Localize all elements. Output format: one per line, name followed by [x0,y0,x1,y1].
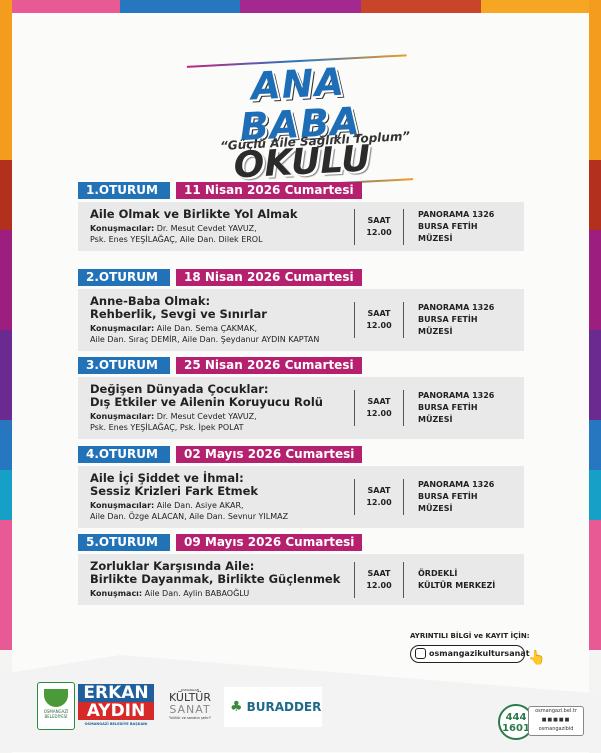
right-color-strip [589,0,601,650]
speakers: Konuşmacılar: Dr. Mesut Cevdet YAVUZ, Psk… [90,224,263,244]
session-number-tag: 4.OTURUM [78,446,170,463]
session-title-line: Sessiz Krizleri Fark Etmek [90,484,259,498]
session-title-line: Aile Olmak ve Birlikte Yol Almak [90,207,298,221]
session-card: Zorluklar Karşısında Aile: Birlikte Dayan… [78,554,524,605]
info-label: AYRINTILI BİLGİ ve KAYIT İÇİN: [410,632,530,640]
session-time: SAAT 12.00 [354,390,404,426]
session-title-line: Dış Etkiler ve Ailenin Koruyucu Rolü [90,395,323,409]
session-date-tag: 25 Nisan 2026 Cumartesi [176,357,362,374]
web-social-box: osmangazi.bel.tr ■■■■■ osmangazibld [528,706,584,736]
session-title-line: Zorluklar Karşısında Aile: [90,559,255,573]
website-link[interactable]: osmangazi.bel.tr [535,708,577,714]
poster-title: ANA BABA OKULU [186,52,414,193]
session-card: Değişen Dünyada Çocuklar: Dış Etkiler ve … [78,377,524,439]
session-card: Aile Olmak ve Birlikte Yol Almak Konuşma… [78,202,524,251]
session-number-tag: 3.OTURUM [78,357,170,374]
session-date-tag: 02 Mayıs 2026 Cumartesi [176,446,363,463]
left-color-strip [0,0,12,650]
tree-icon: ♣ [230,699,243,715]
session-title-line: Rehberlik, Sevgi ve Sınırlar [90,307,267,321]
session-place: PANORAMA 1326 BURSA FETİH MÜZESİ [418,303,495,336]
speakers: Konuşmacılar: Aile Dan. Asiye AKAR, Aile … [90,501,289,521]
social-icons: ■■■■■ [541,717,571,723]
municipality-logo: OSMANGAZİ BELEDİYESİ [37,682,75,730]
session-3: 3.OTURUM 25 Nisan 2026 Cumartesi Değişen… [78,357,524,439]
session-time: SAAT 12.00 [354,479,404,515]
instagram-icon [415,648,426,659]
session-time: SAAT 12.00 [354,561,404,598]
session-5: 5.OTURUM 09 Mayıs 2026 Cumartesi Zorlukl… [78,534,524,605]
session-title-line: Birlikte Dayanmak, Birlikte Güçlenmek [90,572,341,586]
session-date-tag: 09 Mayıs 2026 Cumartesi [176,534,363,551]
session-place: PANORAMA 1326 BURSA FETİH MÜZESİ [418,480,495,513]
session-4: 4.OTURUM 02 Mayıs 2026 Cumartesi Aile İç… [78,446,524,528]
session-time: SAAT 12.00 [354,208,404,245]
session-title-line: Anne-Baba Olmak: [90,294,211,308]
instagram-handle: osmangazikultursanat [429,649,530,658]
session-card: Aile İçi Şiddet ve İhmal: Sessiz Krizleri… [78,466,524,528]
session-2: 2.OTURUM 18 Nisan 2026 Cumartesi Anne-Ba… [78,269,524,351]
session-date-tag: 18 Nisan 2026 Cumartesi [176,269,362,286]
instagram-link[interactable]: osmangazikultursanat [410,645,530,663]
session-1: 1.OTURUM 11 Nisan 2026 Cumartesi Aile Ol… [78,182,524,251]
session-place: PANORAMA 1326 BURSA FETİH MÜZESİ [418,209,495,243]
buradder-logo: ♣ BURADDER [224,687,322,727]
session-time: SAAT 12.00 [354,302,404,338]
mayor-logo: ERKAN AYDIN OSMANGAZİ BELEDİYE BAŞKANI [78,684,154,726]
session-number-tag: 5.OTURUM [78,534,170,551]
speakers: Konuşmacılar: Dr. Mesut Cevdet YAVUZ, Psk… [90,412,257,432]
session-title-line: Değişen Dünyada Çocuklar: [90,382,269,396]
session-date-tag: 11 Nisan 2026 Cumartesi [176,182,362,199]
session-place: ÖRDEKLİ KÜLTÜR MERKEZİ [418,568,496,590]
top-color-strip [0,0,601,13]
session-number-tag: 1.OTURUM [78,182,170,199]
session-card: Anne-Baba Olmak: Rehberlik, Sevgi ve Sını… [78,289,524,351]
session-place: PANORAMA 1326 BURSA FETİH MÜZESİ [418,391,495,424]
pointer-hand-icon: 👆 [528,650,546,666]
session-title-line: Aile İçi Şiddet ve İhmal: [90,471,244,485]
speakers: Konuşmacılar: Aile Dan. Sema ÇAKMAK, Aile… [90,324,320,344]
speakers: Konuşmacı: Aile Dan. Aylin BABAOĞLU [90,589,250,598]
session-number-tag: 2.OTURUM [78,269,170,286]
kultur-sanat-logo: OSMANGAZİ KÜLTÜR SANAT "kültür ve sanatı… [168,688,212,720]
